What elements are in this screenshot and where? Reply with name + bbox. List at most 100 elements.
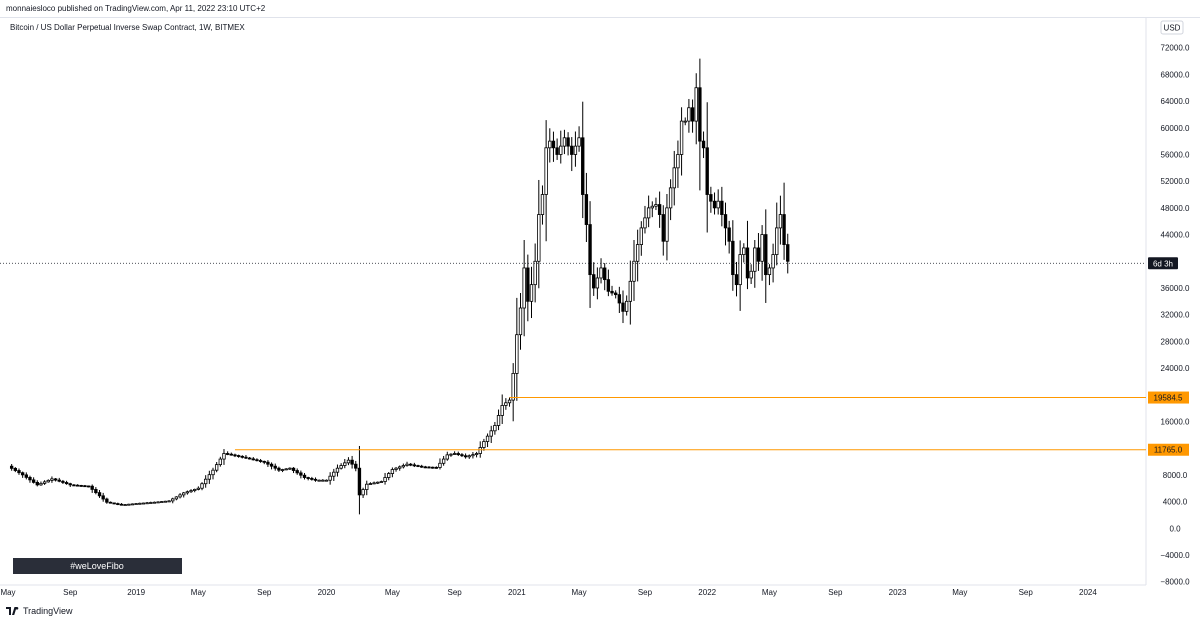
candle-body (771, 254, 775, 269)
candle-body (566, 137, 570, 147)
annotation-banner[interactable] (13, 558, 182, 574)
candle-body (657, 204, 662, 215)
candle-body (562, 137, 567, 147)
price-tick-label: 44000.0 (1161, 231, 1190, 240)
candle-body (379, 481, 384, 483)
candle-body (463, 455, 468, 458)
candle-body (295, 470, 299, 474)
price-tick-label: 4000.0 (1163, 498, 1188, 507)
candle-body (328, 475, 332, 481)
candle-body (518, 307, 523, 336)
candle-body (35, 481, 39, 486)
candle-body (705, 147, 709, 195)
time-axis-ticks: May Sep 2019 May Sep 2020 May Sep 2021 May Sep 2022… (0, 588, 1097, 597)
currency-button[interactable] (1160, 20, 1184, 35)
candle-body (182, 492, 186, 496)
candle-body (639, 227, 643, 245)
candle-body (291, 467, 296, 471)
candle-body (398, 466, 402, 469)
price-level-tag (1148, 443, 1189, 456)
candle-body (152, 501, 157, 504)
candle-body (474, 453, 479, 456)
candle-body (90, 485, 94, 490)
candle-body (628, 280, 633, 302)
candle-body (365, 483, 369, 490)
candle-body (214, 464, 219, 471)
candle-body (614, 292, 618, 296)
candle-body (786, 244, 790, 262)
candle-body (50, 478, 54, 481)
price-tick-label: 8000.0 (1163, 471, 1188, 480)
annotation-banner-text: #weLoveFibo (70, 561, 124, 571)
candle-body (416, 465, 420, 467)
candle-body (145, 502, 149, 505)
candle-body (39, 482, 43, 486)
candle-body (9, 465, 14, 469)
candle-body (189, 490, 193, 493)
candle-body (171, 498, 175, 502)
candle-body (79, 485, 83, 487)
candle-body (134, 503, 138, 505)
candle-body (178, 494, 182, 498)
candle-body (683, 120, 687, 123)
price-tick-label: 72000.0 (1161, 44, 1190, 53)
candle-body (354, 463, 358, 469)
candle-body (603, 267, 607, 281)
candle-body (555, 147, 559, 155)
time-tick-label: 2021 (508, 588, 526, 597)
candle-body (24, 474, 28, 478)
candle-body (288, 467, 292, 470)
candle-body (17, 470, 21, 474)
candle-body (635, 244, 640, 262)
time-tick-label: Sep (447, 588, 462, 597)
candle-body (368, 483, 373, 485)
candle-body (698, 87, 702, 142)
candle-body (731, 240, 735, 276)
candle-body (138, 502, 142, 505)
candle-body (229, 453, 233, 456)
candle-body (193, 488, 197, 491)
candle-body (643, 217, 647, 229)
footer-brand[interactable]: TradingView (6, 606, 73, 616)
time-tick-label: May (572, 588, 587, 597)
candle-body (266, 461, 270, 465)
candle-body (203, 478, 208, 485)
candle-body (46, 479, 50, 483)
candle-body (258, 460, 263, 462)
candle-body (105, 498, 109, 503)
candle-body (434, 466, 438, 469)
candle-body (753, 247, 757, 272)
candle-body (493, 425, 497, 432)
price-axis-panel[interactable] (1146, 17, 1200, 599)
price-tick-label: 16000.0 (1161, 417, 1190, 426)
candle-body (149, 502, 153, 504)
candle-body (376, 481, 380, 484)
candle-body (485, 435, 490, 442)
countdown-label: 6d 3h (1153, 259, 1173, 268)
time-tick-label: May (952, 588, 967, 597)
candle-body (361, 489, 365, 496)
candle-body (646, 207, 651, 219)
candle-body (511, 373, 515, 401)
candle-body (632, 260, 636, 282)
price-level-tag-label: 19584.5 (1154, 394, 1183, 403)
candle-body (661, 214, 665, 242)
candle-body (61, 480, 65, 483)
price-tick-label: 60000.0 (1161, 124, 1190, 133)
candle-body (423, 466, 428, 469)
candle-body (284, 468, 288, 471)
candle-body (31, 479, 36, 483)
candle-body (123, 504, 127, 506)
candle-body (544, 147, 548, 195)
candle-body (504, 402, 508, 406)
candle-body (445, 454, 449, 460)
candle-body (225, 453, 230, 455)
candle-body (251, 458, 255, 461)
candle-body (262, 460, 266, 463)
candle-body (83, 485, 87, 488)
candle-body (317, 479, 321, 482)
time-tick-label: 2022 (698, 588, 716, 597)
candle-body (760, 234, 764, 262)
candle-body (350, 459, 354, 465)
